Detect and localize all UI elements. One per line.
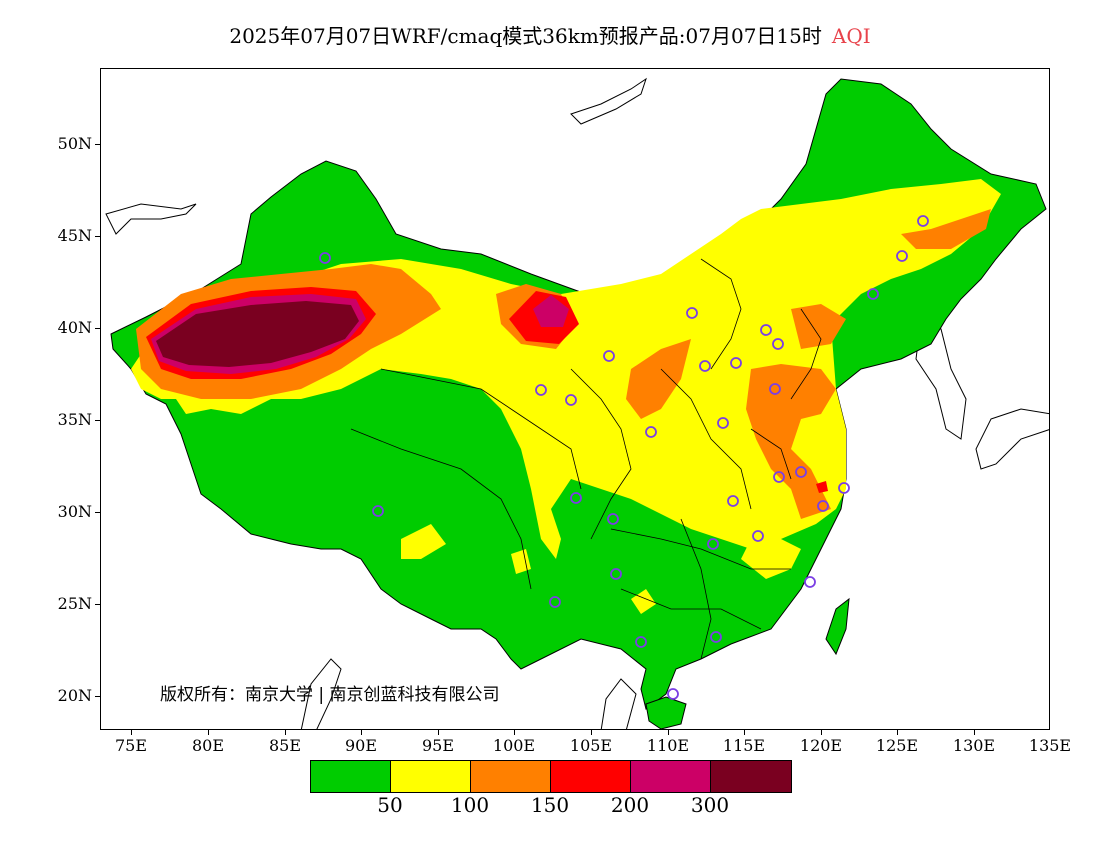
- map-title: 2025年07月07日WRF/cmaq模式36km预报产品:07月07日15时 A…: [0, 20, 1100, 49]
- lon-label-75e: 75E: [114, 736, 148, 755]
- aqi-zone-orange-shanxi: [626, 339, 691, 419]
- lon-tick: [438, 730, 439, 735]
- lon-tick: [361, 730, 362, 735]
- lon-label-110e: 110E: [646, 736, 690, 755]
- legend-label-300: 300: [690, 793, 730, 817]
- legend-swatch-good: [311, 761, 391, 792]
- coastline-baikal: [570, 77, 647, 125]
- lat-label-50n: 50N: [57, 134, 92, 153]
- station-markers: [319, 215, 929, 700]
- lat-tick: [95, 420, 100, 421]
- lat-label-25n: 25N: [57, 594, 92, 613]
- lon-tick: [208, 730, 209, 735]
- legend-label-200: 200: [610, 793, 650, 817]
- lon-tick: [897, 730, 898, 735]
- lon-label-125e: 125E: [875, 736, 919, 755]
- lon-tick: [285, 730, 286, 735]
- lon-label-120e: 120E: [799, 736, 843, 755]
- aqi-zone-orange-northeast: [901, 209, 991, 249]
- aqi-zone-red-shanghai: [816, 481, 828, 493]
- lon-label-95e: 95E: [421, 736, 455, 755]
- lon-label-135e: 135E: [1028, 736, 1072, 755]
- lat-tick: [95, 512, 100, 513]
- legend-label-100: 100: [450, 793, 490, 817]
- map-plot-area[interactable]: [100, 68, 1050, 730]
- lon-tick: [668, 730, 669, 735]
- aqi-zone-purple-ningxia: [533, 295, 569, 327]
- lat-label-35n: 35N: [57, 410, 92, 429]
- aqi-map: [105, 77, 1049, 729]
- lon-label-90e: 90E: [344, 736, 378, 755]
- lat-label-40n: 40N: [57, 318, 92, 337]
- island-taiwan: [825, 597, 850, 656]
- coastline-southeast-asia: [300, 658, 637, 729]
- lon-tick: [974, 730, 975, 735]
- province-boundaries: [350, 258, 822, 660]
- lat-tick: [95, 604, 100, 605]
- lat-tick: [95, 236, 100, 237]
- title-main: 2025年07月07日WRF/cmaq模式36km预报产品:07月07日15时: [229, 24, 822, 48]
- aqi-zone-orange-east: [746, 364, 836, 519]
- coastline-korea-japan: [915, 318, 1049, 470]
- lat-tick: [95, 696, 100, 697]
- legend-label-150: 150: [530, 793, 570, 817]
- lon-label-85e: 85E: [268, 736, 302, 755]
- island-hainan: [645, 696, 687, 729]
- legend-label-50: 50: [377, 793, 403, 817]
- legend-swatch-hazardous: [711, 761, 791, 792]
- legend-swatch-unhealthy: [551, 761, 631, 792]
- lat-tick: [95, 328, 100, 329]
- lat-label-20n: 20N: [57, 686, 92, 705]
- lon-tick: [744, 730, 745, 735]
- coastline-northwest: [105, 203, 197, 235]
- lon-tick: [131, 730, 132, 735]
- legend-swatch-very-unhealthy: [631, 761, 711, 792]
- lon-label-80e: 80E: [191, 736, 225, 755]
- aqi-color-legend: [310, 760, 792, 793]
- aqi-zone-hazardous: [156, 301, 359, 367]
- copyright-text: 版权所有：南京大学 | 南京创蓝科技有限公司: [160, 685, 500, 705]
- legend-swatch-moderate: [391, 761, 471, 792]
- lon-label-105e: 105E: [569, 736, 613, 755]
- lat-label-30n: 30N: [57, 502, 92, 521]
- title-variable: AQI: [831, 24, 871, 48]
- lon-label-100e: 100E: [492, 736, 536, 755]
- lon-tick: [821, 730, 822, 735]
- lon-label-130e: 130E: [952, 736, 996, 755]
- lon-label-115e: 115E: [722, 736, 766, 755]
- lon-tick: [514, 730, 515, 735]
- lat-label-45n: 45N: [57, 226, 92, 245]
- lon-tick: [591, 730, 592, 735]
- lat-tick: [95, 144, 100, 145]
- legend-swatch-sensitive: [471, 761, 551, 792]
